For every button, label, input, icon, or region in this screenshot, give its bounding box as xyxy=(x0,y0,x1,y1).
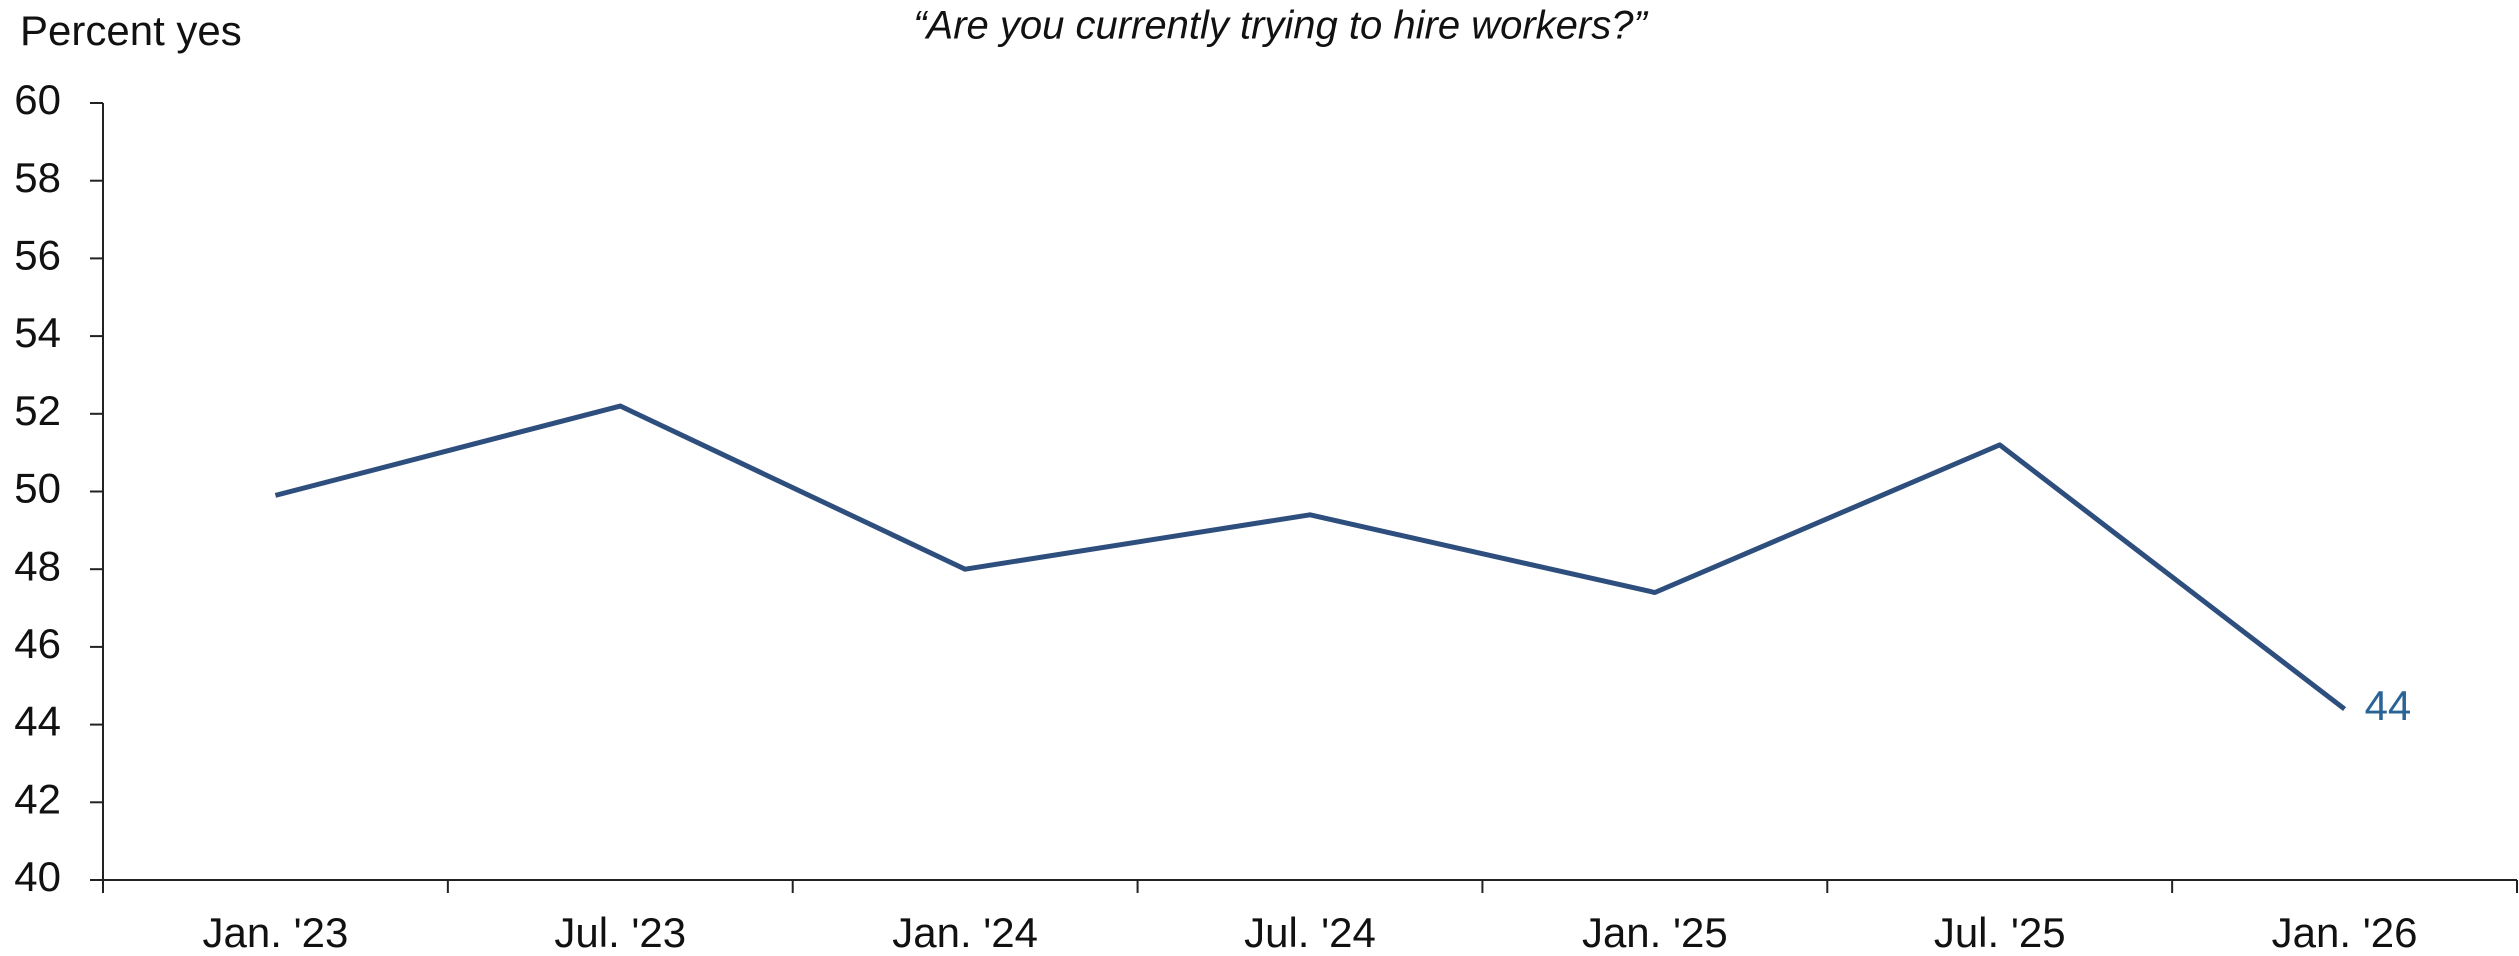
y-tick-label: 48 xyxy=(14,542,61,589)
x-tick-label: Jul. '24 xyxy=(1244,909,1376,956)
chart-title: “Are you currently trying to hire worker… xyxy=(913,4,1648,48)
y-tick-label: 52 xyxy=(14,387,61,434)
y-tick-label: 44 xyxy=(14,698,61,745)
x-tick-label: Jan. '24 xyxy=(892,909,1038,956)
y-tick-label: 56 xyxy=(14,231,61,278)
y-tick-label: 58 xyxy=(14,154,61,201)
y-tick-label: 60 xyxy=(14,76,61,123)
data-label: 44 xyxy=(2365,682,2412,729)
y-tick-label: 42 xyxy=(14,775,61,822)
x-tick-label: Jul. '25 xyxy=(1934,909,2066,956)
x-tick-label: Jul. '23 xyxy=(554,909,686,956)
y-tick-label: 50 xyxy=(14,465,61,512)
x-tick-label: Jan. '23 xyxy=(203,909,349,956)
y-tick-label: 54 xyxy=(14,309,61,356)
x-tick-label: Jan. '25 xyxy=(1582,909,1728,956)
line xyxy=(274,403,2347,712)
y-axis-label: Percent yes xyxy=(20,7,242,54)
y-tick-label: 40 xyxy=(14,853,61,900)
x-tick-label: Jan. '26 xyxy=(2272,909,2418,956)
y-tick-label: 46 xyxy=(14,620,61,667)
